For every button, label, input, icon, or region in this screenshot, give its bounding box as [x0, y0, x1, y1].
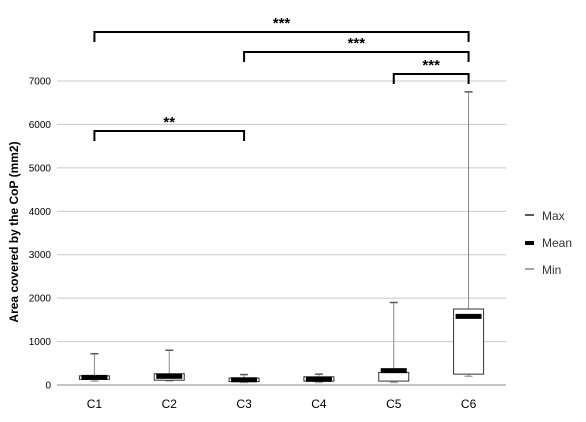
- legend-item-mean: Mean: [525, 236, 572, 250]
- legend-swatch: [525, 241, 534, 245]
- y-axis-label: Area covered by the CoP (mm2): [7, 141, 21, 322]
- legend-item-max: Max: [525, 209, 565, 223]
- mean-marker: [380, 368, 407, 374]
- y-axis-ticks: 0 1000 2000 3000 4000 5000 6000 7000: [29, 77, 52, 392]
- significance-bracket: ***: [392, 57, 470, 84]
- significance-bracket: **: [93, 114, 246, 141]
- significance-brackets: ***********: [93, 15, 470, 141]
- category-label: C4: [311, 397, 327, 411]
- gridlines: [57, 80, 506, 386]
- bracket-line: [392, 73, 470, 84]
- significance-label: ***: [422, 57, 440, 74]
- significance-label: ***: [273, 15, 291, 32]
- bracket-line: [243, 51, 470, 62]
- legend: Max Mean Min: [525, 209, 572, 277]
- legend-item-min: Min: [525, 263, 561, 277]
- box-C5: [378, 301, 410, 384]
- category-label: C5: [386, 397, 402, 411]
- significance-bracket: ***: [93, 15, 470, 42]
- mean-marker: [81, 374, 108, 380]
- legend-label: Mean: [542, 236, 572, 250]
- y-tick-label: 5000: [29, 163, 52, 174]
- bracket-line: [93, 130, 246, 141]
- y-tick-label: 2000: [29, 294, 52, 305]
- mean-marker: [231, 377, 258, 383]
- box-C6: [453, 91, 485, 378]
- box-C1: [78, 352, 110, 382]
- x-axis-categories: C1 C2 C3 C4 C5 C6: [87, 397, 477, 411]
- y-tick-label: 4000: [29, 207, 52, 218]
- y-tick-label: 1000: [29, 337, 52, 348]
- significance-label: ***: [348, 35, 366, 52]
- y-tick-label: 6000: [29, 120, 52, 131]
- category-label: C1: [87, 397, 103, 411]
- category-label: C6: [461, 397, 477, 411]
- boxes: [78, 91, 485, 384]
- mean-marker: [305, 376, 332, 382]
- box-iqr: [453, 308, 485, 375]
- category-label: C2: [162, 397, 178, 411]
- legend-swatch: [525, 268, 534, 270]
- legend-swatch: [525, 214, 534, 216]
- significance-label: **: [163, 114, 175, 131]
- category-label: C3: [236, 397, 252, 411]
- box-C3: [228, 373, 260, 384]
- box-C4: [303, 373, 335, 384]
- box-iqr: [378, 371, 410, 382]
- significance-bracket: ***: [243, 35, 470, 62]
- legend-label: Max: [542, 209, 565, 223]
- y-tick-label: 0: [45, 381, 51, 392]
- box-C2: [153, 349, 185, 382]
- mean-marker: [156, 373, 183, 379]
- mean-marker: [455, 313, 482, 319]
- legend-label: Min: [542, 263, 561, 277]
- y-tick-label: 3000: [29, 250, 52, 261]
- y-tick-label: 7000: [29, 77, 52, 88]
- bracket-line: [93, 31, 470, 42]
